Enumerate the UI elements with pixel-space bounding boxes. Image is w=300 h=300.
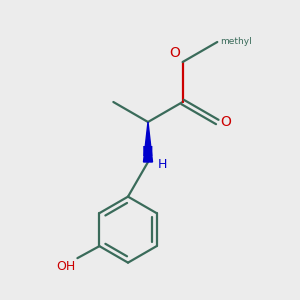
Text: methyl: methyl xyxy=(220,37,252,46)
Text: O: O xyxy=(220,115,231,129)
Text: O: O xyxy=(169,46,180,60)
Text: H: H xyxy=(158,158,167,172)
Polygon shape xyxy=(143,122,152,162)
Text: N: N xyxy=(142,145,154,159)
Text: OH: OH xyxy=(56,260,75,273)
